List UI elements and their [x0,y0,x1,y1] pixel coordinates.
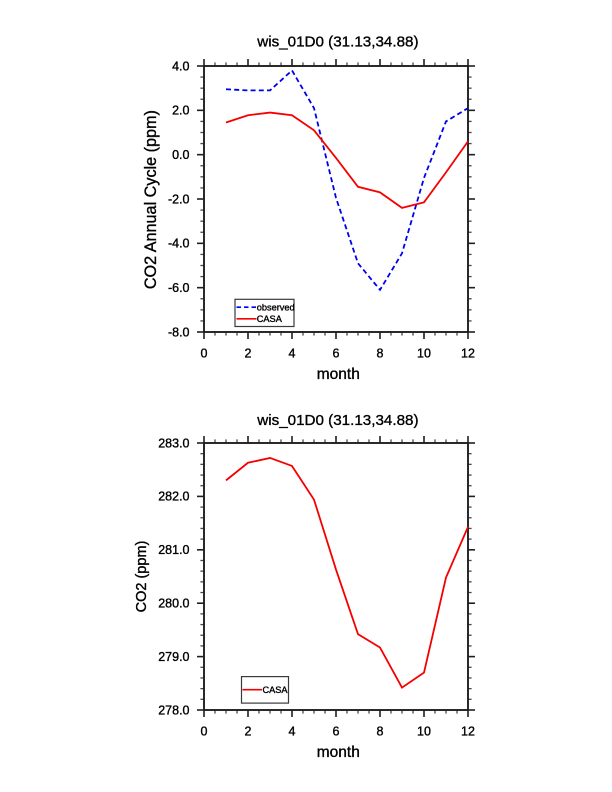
svg-text:-2.0: -2.0 [168,192,190,206]
svg-text:CASA: CASA [263,685,289,695]
svg-text:2: 2 [245,346,252,360]
svg-text:-8.0: -8.0 [168,325,190,339]
svg-text:8: 8 [377,724,384,738]
svg-text:10: 10 [417,346,431,360]
svg-text:10: 10 [417,724,431,738]
svg-text:282.0: 282.0 [158,490,189,504]
svg-text:CO2 Annual Cycle (ppm): CO2 Annual Cycle (ppm) [142,110,160,289]
svg-text:281.0: 281.0 [158,543,189,557]
svg-text:-4.0: -4.0 [168,237,190,251]
svg-text:2: 2 [245,724,252,738]
svg-text:4: 4 [289,346,296,360]
svg-text:CO2 (ppm): CO2 (ppm) [134,541,150,613]
svg-text:283.0: 283.0 [158,436,189,450]
svg-text:0.0: 0.0 [172,148,189,162]
svg-text:278.0: 278.0 [158,703,189,717]
svg-text:0: 0 [201,346,208,360]
svg-text:6: 6 [333,346,340,360]
svg-text:wis_01D0 (31.13,34.88): wis_01D0 (31.13,34.88) [256,412,418,429]
svg-text:wis_01D0 (31.13,34.88): wis_01D0 (31.13,34.88) [256,34,418,51]
svg-text:-6.0: -6.0 [168,281,190,295]
svg-text:month: month [317,366,360,383]
svg-text:4: 4 [289,724,296,738]
svg-text:8: 8 [377,346,384,360]
svg-text:CASA: CASA [257,314,283,324]
svg-text:4.0: 4.0 [172,59,189,73]
svg-text:month: month [317,744,360,761]
svg-text:12: 12 [461,724,475,738]
svg-text:2.0: 2.0 [172,104,189,118]
svg-text:12: 12 [461,346,475,360]
svg-text:observed: observed [257,303,295,313]
svg-text:279.0: 279.0 [158,650,189,664]
svg-text:6: 6 [333,724,340,738]
svg-text:0: 0 [201,724,208,738]
svg-text:280.0: 280.0 [158,597,189,611]
